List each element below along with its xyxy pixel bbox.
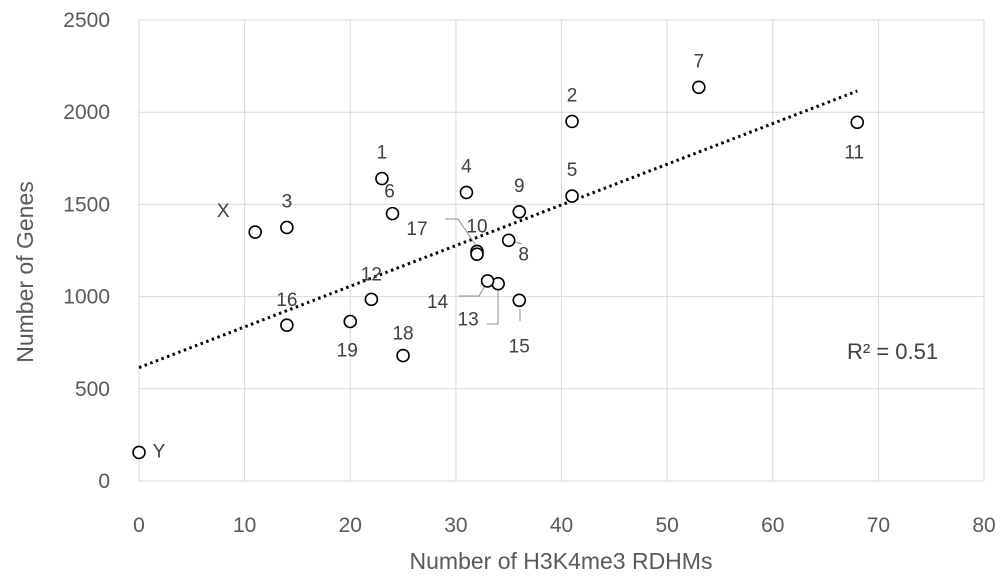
- point-label-10: 10: [466, 216, 487, 237]
- y-tick-label: 1000: [63, 286, 110, 309]
- x-tick-label: 50: [655, 514, 678, 537]
- point-label-14: 14: [427, 292, 449, 313]
- y-tick-label: 2000: [63, 101, 110, 124]
- point-label-5: 5: [567, 160, 578, 181]
- leader-lines: [445, 218, 523, 325]
- point-label-16: 16: [276, 290, 297, 311]
- point-label-18: 18: [392, 324, 413, 345]
- point-label-11: 11: [844, 142, 864, 163]
- point-label-8: 8: [518, 244, 529, 265]
- x-tick-label: 80: [972, 514, 995, 537]
- point-label-13: 13: [458, 310, 479, 331]
- data-point-14: [480, 274, 495, 288]
- x-tick-label: 30: [444, 514, 467, 537]
- point-label-15: 15: [509, 336, 530, 357]
- gridlines: [138, 19, 985, 482]
- point-label-2: 2: [567, 85, 578, 106]
- point-label-9: 9: [514, 176, 525, 197]
- leader-line-17: [445, 218, 478, 248]
- data-point-12: [364, 292, 379, 307]
- data-point-9: [512, 204, 527, 219]
- r-squared-annotation: R² = 0.51: [847, 339, 938, 364]
- x-tick-label: 40: [550, 514, 573, 537]
- trendline: [138, 89, 858, 369]
- point-label-4: 4: [461, 156, 472, 177]
- data-point-17: [470, 247, 484, 261]
- data-point-2: [565, 114, 579, 129]
- point-label-6: 6: [384, 182, 395, 203]
- data-points: [132, 80, 865, 460]
- point-label-19: 19: [337, 340, 358, 361]
- point-label-1: 1: [377, 143, 388, 164]
- data-point-1: [375, 171, 389, 186]
- data-point-11: [850, 115, 865, 130]
- point-label-Y: Y: [153, 441, 166, 462]
- leader-line-14: [459, 283, 487, 297]
- point-label-7: 7: [694, 51, 705, 72]
- y-tick-label: 500: [75, 378, 110, 401]
- data-point-6: [385, 206, 400, 221]
- x-tick-label: 10: [233, 514, 256, 537]
- y-tick-label: 1500: [63, 193, 110, 216]
- data-point-16: [280, 318, 294, 332]
- point-label-X: X: [217, 201, 230, 222]
- y-tick-label: 2500: [63, 9, 110, 32]
- point-label-17: 17: [406, 219, 427, 240]
- x-tick-label: 0: [133, 514, 145, 537]
- point-label-12: 12: [361, 264, 382, 285]
- data-point-7: [692, 80, 706, 95]
- data-point-3: [280, 220, 294, 235]
- point-label-3: 3: [282, 191, 293, 212]
- data-point-15: [512, 293, 527, 308]
- data-point-X: [248, 225, 262, 239]
- data-point-19: [343, 314, 358, 329]
- tick-labels: 0 10 20 30 40 50 60 70 80 0 500 1000 1500 2000 2500: [63, 9, 995, 537]
- x-tick-label: 70: [867, 514, 890, 537]
- x-tick-label: 20: [339, 514, 362, 537]
- data-point-Y: [132, 445, 146, 460]
- x-tick-label: 60: [761, 514, 784, 537]
- leader-line-13: [487, 287, 499, 325]
- leader-line-8: [513, 241, 523, 245]
- data-point-4: [459, 185, 474, 200]
- x-axis-title: Number of H3K4me3 RDHMs: [410, 548, 713, 574]
- data-point-5: [565, 189, 579, 203]
- trendline-layer: [138, 89, 858, 369]
- y-axis-title: Number of Genes: [12, 181, 38, 363]
- data-point-18: [396, 348, 410, 363]
- data-point-8: [501, 233, 516, 248]
- y-tick-label: 0: [98, 470, 110, 493]
